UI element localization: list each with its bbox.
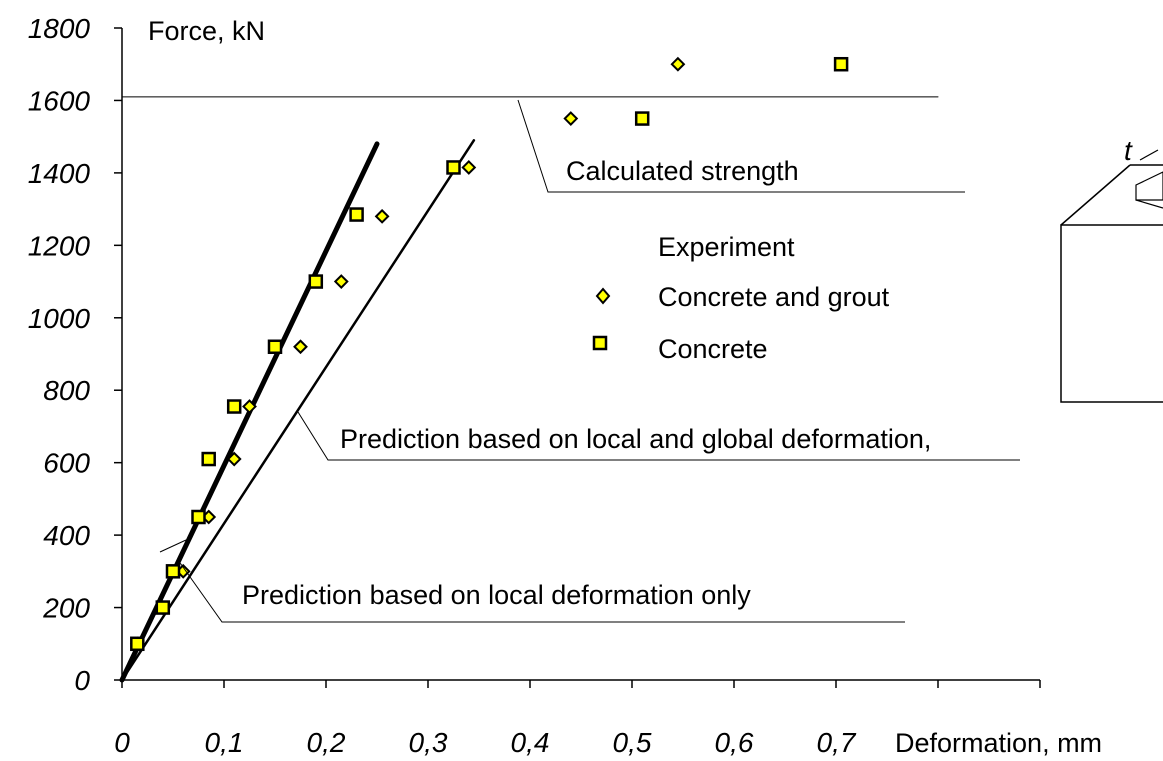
specimen-block	[1060, 224, 1163, 403]
specimen-sketch: t	[1060, 135, 1163, 403]
data-point-concrete-and-grout	[226, 451, 242, 467]
y-axis-title: Force, kN	[148, 16, 265, 46]
legend-marker-square	[592, 335, 608, 351]
x-axis-title: Deformation, mm	[895, 728, 1102, 758]
legend: Experiment Concrete and grout Concrete	[592, 232, 890, 364]
data-point-concrete-and-grout	[563, 111, 579, 126]
y-tick-label: 1200	[28, 230, 91, 261]
y-tick-label: 1000	[28, 303, 91, 334]
data-point-concrete	[267, 339, 283, 355]
thickness-label: t	[1124, 135, 1133, 166]
leader-tick-local-only	[159, 539, 187, 553]
data-point-concrete-and-grout	[293, 339, 308, 355]
data-point-concrete	[446, 160, 461, 175]
data-point-concrete	[349, 207, 364, 222]
x-tick-label: 0,3	[409, 727, 448, 758]
data-point-concrete	[165, 564, 181, 579]
x-tick-label: 0,1	[205, 727, 244, 758]
line-local-global-deformation	[120, 139, 476, 682]
legend-entry-concrete: Concrete	[658, 334, 768, 364]
leader-line-local-global	[297, 411, 1020, 461]
annotation-text-local-global: Prediction based on local and global def…	[340, 424, 931, 454]
data-point-concrete	[226, 399, 242, 414]
data-point-concrete	[155, 600, 171, 615]
y-tick-label: 0	[74, 665, 90, 696]
data-point-concrete-and-grout	[670, 56, 686, 72]
annotation-text-local-only: Prediction based on local deformation on…	[242, 580, 751, 610]
thickness-leader	[1139, 149, 1159, 161]
data-point-concrete	[201, 451, 216, 467]
axes: 0 0,1 0,2 0,3 0,4 0,5 0,6 0,7 0 200 400 600 800 1000 1…	[28, 13, 1041, 758]
data-point-concrete-and-grout	[374, 208, 390, 224]
y-tick-label: 200	[42, 593, 90, 624]
annotation-local-global: Prediction based on local and global def…	[297, 411, 1020, 461]
legend-title: Experiment	[658, 232, 795, 262]
specimen-plate-edge	[1135, 199, 1163, 209]
x-tick-label: 0	[114, 727, 130, 758]
data-point-concrete	[130, 636, 145, 652]
y-tick-label: 1800	[28, 13, 91, 44]
data-point-concrete	[308, 274, 324, 289]
y-tick-label: 600	[43, 448, 90, 479]
data-point-concrete-and-grout	[333, 274, 349, 289]
x-tick-label: 0,6	[715, 727, 754, 758]
x-tick-label: 0,4	[511, 727, 550, 758]
y-tick-label: 1400	[28, 158, 91, 189]
y-tick-label: 1600	[28, 85, 91, 116]
legend-marker-diamond	[595, 287, 611, 305]
specimen-top-edge	[1060, 164, 1131, 226]
data-point-concrete	[634, 111, 650, 126]
leader-line-calculated-strength	[517, 99, 965, 193]
x-tick-label: 0,7	[817, 727, 857, 758]
annotation-local-only: Prediction based on local deformation on…	[159, 539, 905, 623]
marks	[129, 56, 849, 652]
data-point-concrete	[833, 56, 849, 72]
specimen-plate	[1135, 171, 1163, 201]
annotation-calculated-strength: Calculated strength	[517, 99, 965, 193]
leader-line-local-only	[177, 559, 905, 623]
data-point-concrete-and-grout	[461, 160, 477, 175]
annotation-text-calculated-strength: Calculated strength	[566, 156, 799, 186]
x-tick-label: 0,5	[613, 727, 652, 758]
y-tick-label: 800	[43, 375, 90, 406]
data-point-concrete	[191, 509, 206, 525]
x-tick-label: 0,2	[307, 727, 346, 758]
legend-entry-concrete-and-grout: Concrete and grout	[658, 282, 890, 312]
data-point-concrete-and-grout	[242, 399, 257, 414]
y-tick-label: 400	[43, 520, 90, 551]
